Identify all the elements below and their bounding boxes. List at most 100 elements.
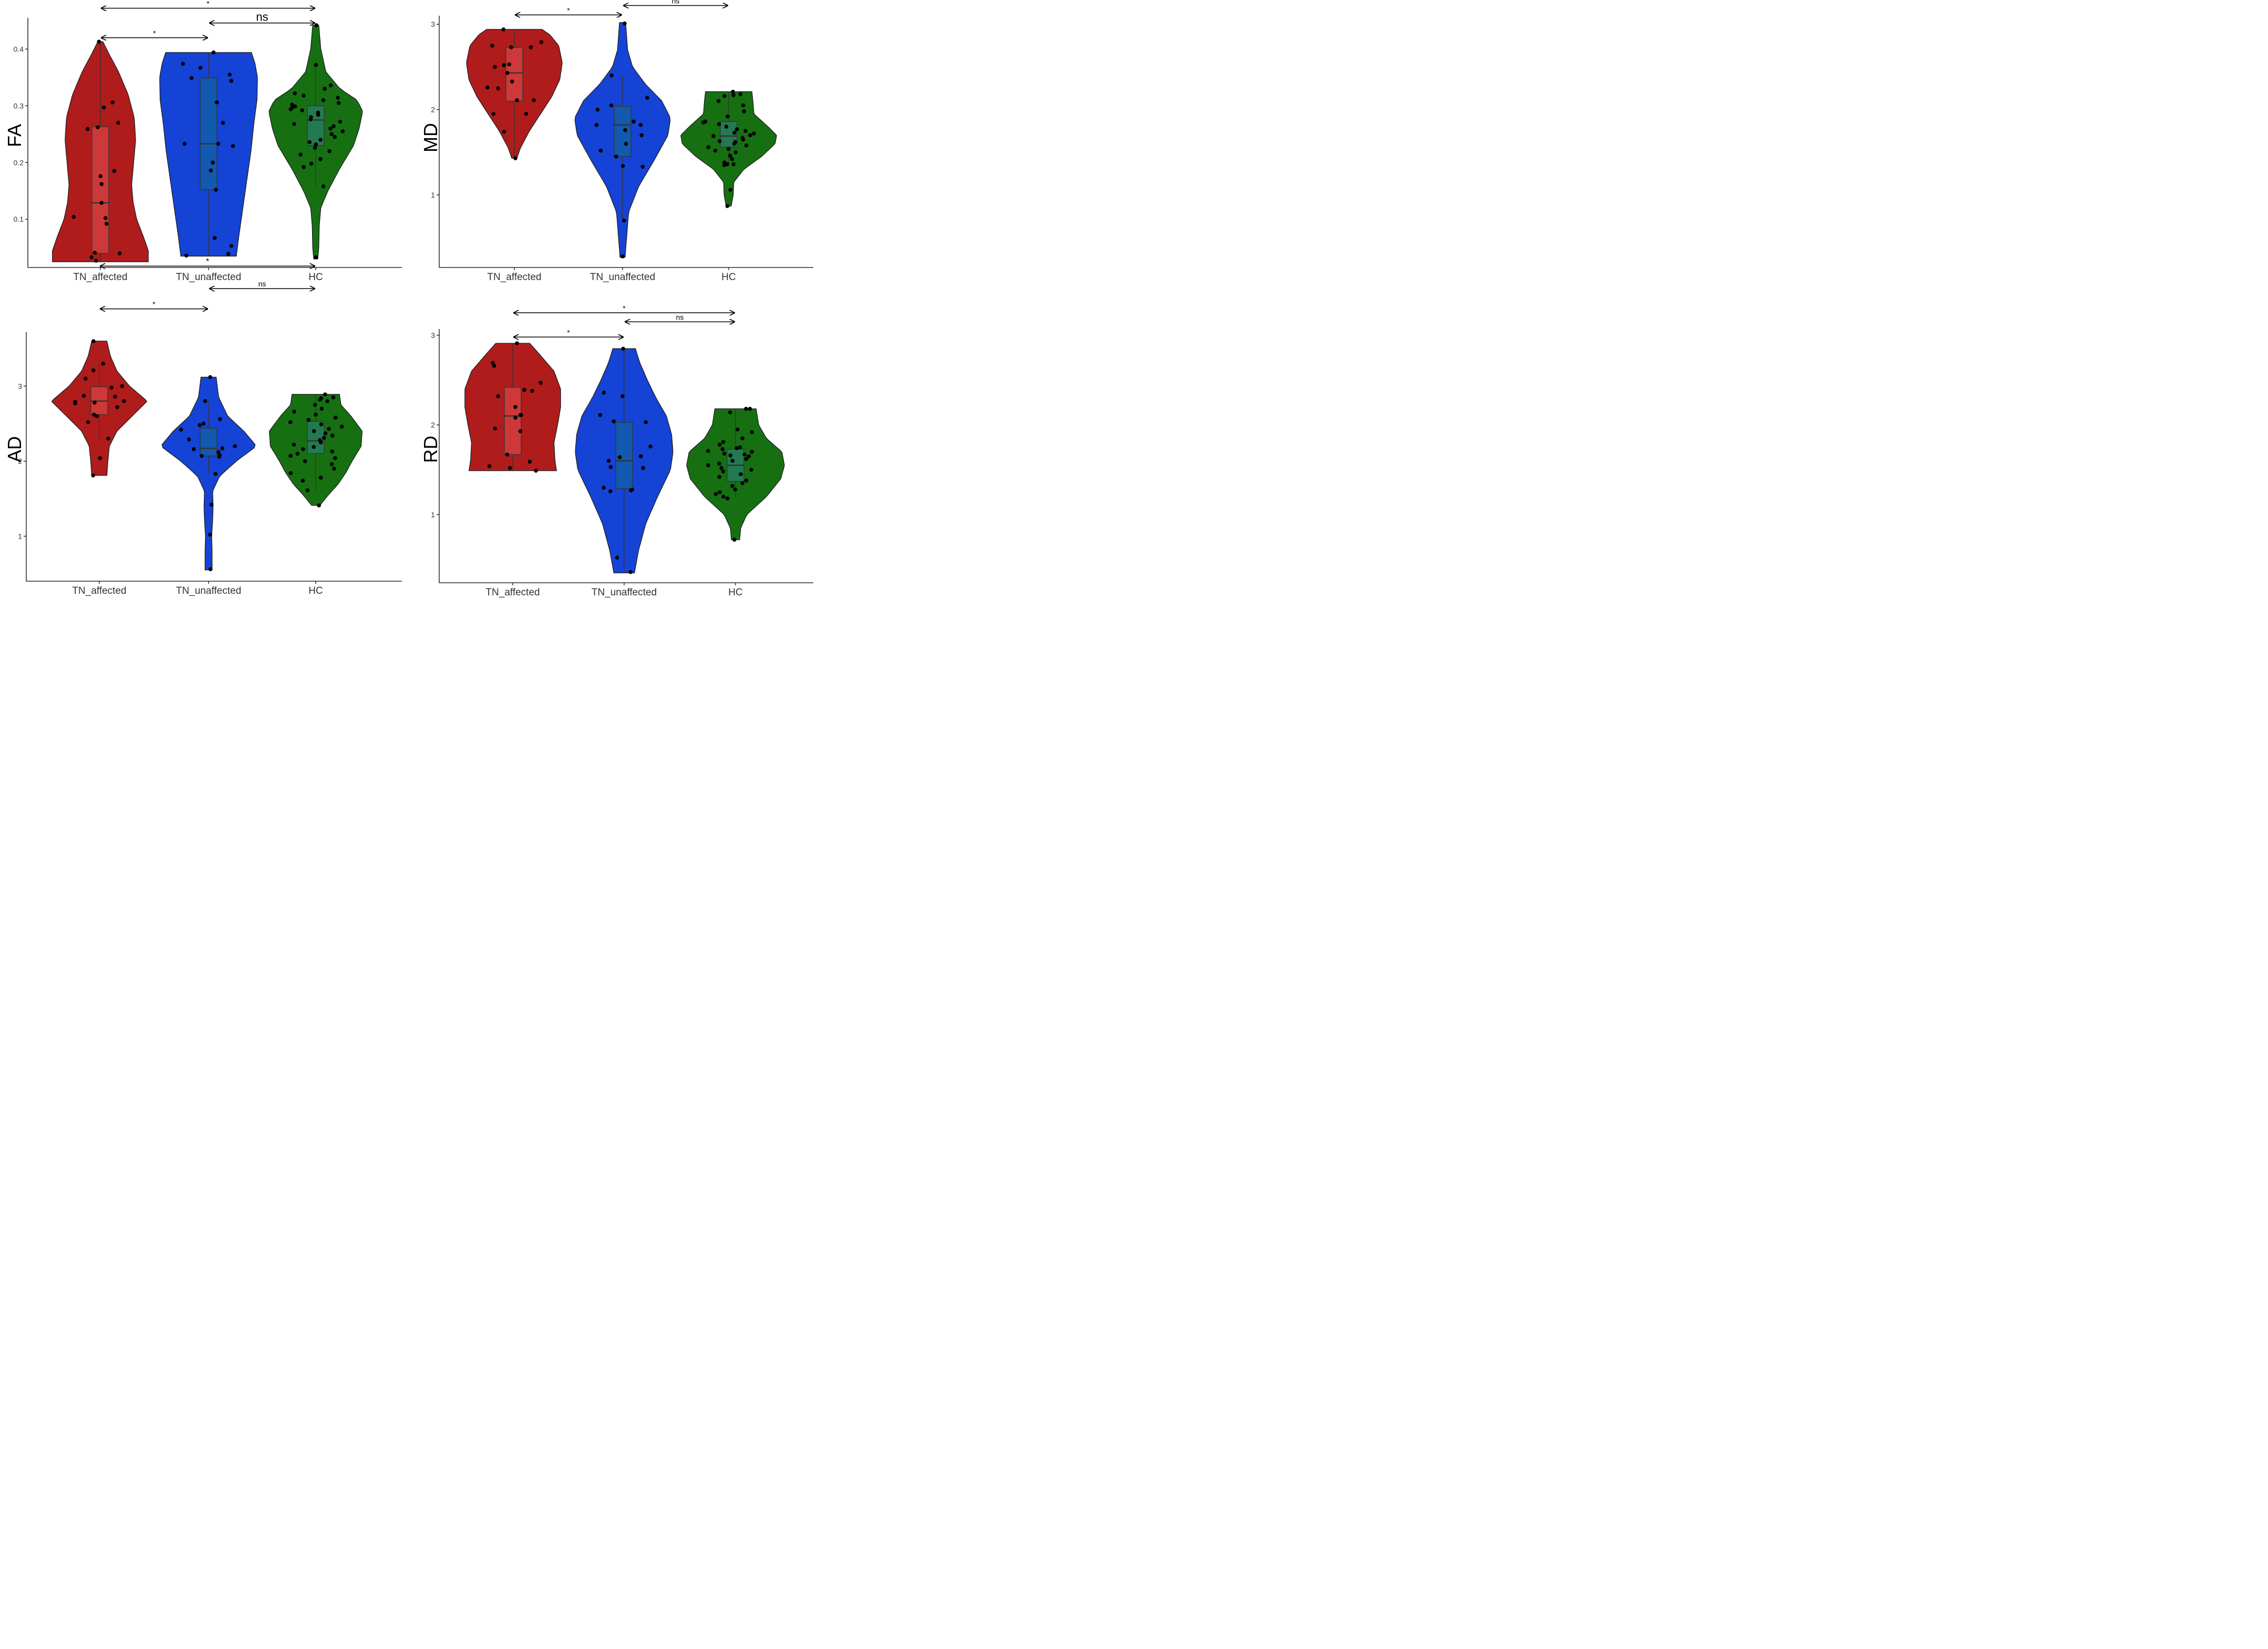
data-point	[608, 489, 613, 493]
data-point	[620, 254, 625, 259]
data-point	[182, 141, 187, 146]
data-point	[179, 427, 183, 432]
data-point	[606, 459, 611, 463]
data-point	[333, 135, 337, 139]
data-point	[615, 555, 619, 560]
data-point	[189, 76, 194, 80]
x-tick-label: TN_unaffected	[590, 272, 655, 283]
data-point	[747, 454, 751, 459]
box-iqr	[504, 387, 522, 455]
data-point	[209, 168, 213, 173]
data-point	[332, 124, 336, 128]
data-point	[308, 117, 313, 122]
data-point	[336, 96, 340, 100]
box-iqr	[615, 421, 633, 489]
data-point	[318, 440, 323, 445]
data-point	[719, 466, 724, 470]
data-point	[288, 107, 293, 111]
data-point	[721, 440, 726, 444]
data-point	[106, 436, 110, 441]
data-point	[717, 122, 721, 127]
data-point	[648, 444, 653, 449]
data-point	[216, 450, 221, 455]
data-point	[314, 413, 318, 417]
data-point	[191, 447, 196, 451]
data-point	[721, 494, 726, 499]
box-iqr	[91, 126, 109, 254]
data-point	[644, 420, 648, 425]
data-point	[485, 85, 490, 90]
data-point	[612, 419, 616, 424]
data-point	[513, 156, 517, 160]
data-point	[331, 395, 336, 400]
data-point	[750, 430, 754, 435]
data-point	[321, 98, 326, 102]
data-point	[609, 73, 614, 78]
data-point	[327, 427, 331, 431]
data-point	[730, 483, 734, 488]
data-point	[598, 148, 603, 153]
data-point	[622, 218, 626, 223]
data-point	[101, 105, 106, 110]
data-point	[728, 188, 733, 192]
data-point	[529, 45, 533, 49]
data-point	[732, 141, 737, 146]
data-point	[728, 153, 732, 158]
data-point	[312, 445, 316, 449]
data-point	[734, 127, 739, 131]
data-point	[711, 134, 716, 138]
data-point	[333, 456, 337, 460]
box-iqr	[614, 106, 631, 157]
data-point	[738, 92, 743, 97]
data-point	[301, 447, 305, 451]
box-iqr	[200, 428, 218, 457]
x-tick-label: TN_unaffected	[176, 585, 241, 596]
data-point	[502, 130, 506, 134]
data-point	[199, 454, 204, 458]
data-point	[208, 567, 213, 571]
data-point	[208, 532, 212, 537]
data-point	[522, 388, 526, 392]
data-point	[749, 468, 753, 472]
data-point	[290, 102, 294, 107]
data-point	[327, 149, 332, 153]
data-point	[645, 96, 649, 100]
data-point	[89, 255, 94, 260]
data-point	[731, 162, 736, 167]
fa-panel: 0.1 0.2 0.3 0.4 FA TN_affected TN_unaffected HC…	[4, 0, 402, 283]
x-tick-label: TN_affected	[485, 587, 540, 598]
data-point	[231, 144, 235, 148]
data-point	[73, 401, 77, 406]
data-point	[493, 65, 497, 69]
data-point	[743, 129, 748, 133]
ad-panel: 1 2 3 AD TN_affected TN_unaffected HC * ns *	[4, 257, 402, 596]
data-point	[731, 93, 736, 97]
data-point	[724, 125, 729, 129]
data-point	[318, 397, 322, 402]
data-point	[752, 131, 756, 136]
data-point	[298, 152, 303, 157]
data-point	[292, 122, 296, 126]
data-point	[717, 461, 721, 466]
data-point	[313, 403, 317, 407]
data-point	[98, 456, 102, 460]
data-point	[221, 120, 225, 125]
data-point	[742, 452, 747, 457]
data-point	[91, 339, 96, 343]
data-point	[501, 27, 506, 32]
data-point	[515, 341, 519, 346]
data-point	[227, 73, 232, 77]
x-tick-label: TN_unaffected	[176, 272, 241, 283]
data-point	[639, 133, 644, 138]
data-point	[748, 407, 752, 411]
y-tick-label: 0.3	[14, 101, 24, 110]
data-point	[539, 40, 544, 45]
data-point	[629, 488, 633, 493]
data-point	[602, 390, 606, 395]
data-point	[731, 89, 735, 94]
y-tick-label: 0.4	[14, 45, 24, 53]
data-point	[730, 459, 735, 463]
data-point	[86, 420, 90, 425]
data-point	[198, 423, 202, 427]
data-point	[325, 399, 329, 404]
